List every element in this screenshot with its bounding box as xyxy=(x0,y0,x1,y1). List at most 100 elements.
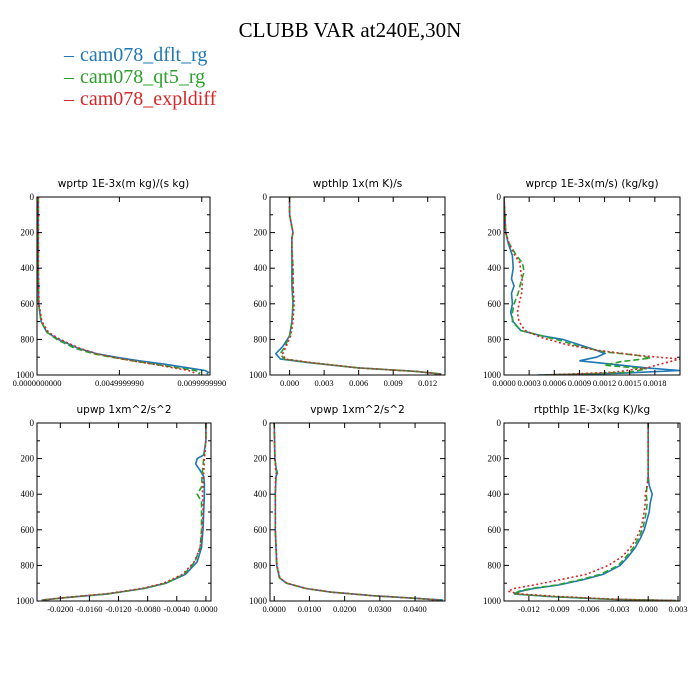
y-tick-label: 600 xyxy=(488,299,502,309)
y-tick-label: 600 xyxy=(254,525,268,535)
x-tick-label: 0.000 xyxy=(639,604,658,614)
legend-dash-icon: – xyxy=(64,88,74,110)
y-tick-label: 1000 xyxy=(16,370,35,380)
legend-label: cam078_expldiff xyxy=(80,88,217,110)
series-line xyxy=(513,423,677,601)
legend-dash-icon: – xyxy=(64,66,74,88)
panel-title: wpthlp 1x(m K)/s xyxy=(313,178,403,190)
x-tick-label: -0.0080 xyxy=(135,604,161,614)
x-tick-label: 0.0012 xyxy=(593,378,616,388)
y-tick-label: 200 xyxy=(488,228,502,238)
x-tick-label: 0.012 xyxy=(418,378,437,388)
y-tick-label: 1000 xyxy=(249,370,268,380)
x-tick-label: -0.006 xyxy=(578,604,600,614)
x-tick-label: 0.0006 xyxy=(543,378,566,388)
y-tick-label: 0 xyxy=(30,418,35,428)
series-line xyxy=(281,197,442,375)
x-tick-label: 0.0300 xyxy=(368,604,391,614)
x-tick-label: 0.0000 xyxy=(263,604,286,614)
plot-frame xyxy=(503,422,681,602)
series-line xyxy=(273,423,444,601)
chart-panel: wprcp 1E-3x(m/s) (kg/kg) 0 200 400 600 800 100… xyxy=(483,178,681,388)
panel-title: wprtp 1E-3x(m kg)/(s kg) xyxy=(58,178,189,190)
y-tick-label: 200 xyxy=(254,228,268,238)
plot-frame xyxy=(269,422,446,602)
x-tick-label: -0.009 xyxy=(548,604,570,614)
series-line xyxy=(273,423,440,601)
series-line xyxy=(42,423,207,601)
chart-panel: wprtp 1E-3x(m kg)/(s kg) 0 200 400 600 800 100… xyxy=(13,178,227,388)
y-tick-label: 0 xyxy=(497,192,502,202)
panel-title: rtpthlp 1E-3x(kg K)/kg xyxy=(534,404,650,416)
plot-frame xyxy=(269,196,446,376)
y-tick-label: 800 xyxy=(21,560,35,570)
series-line xyxy=(37,197,210,375)
y-tick-label: 200 xyxy=(254,454,268,464)
x-tick-label: 0.0003 xyxy=(517,378,540,388)
x-tick-label: -0.003 xyxy=(607,604,629,614)
x-tick-label: -0.0040 xyxy=(164,604,190,614)
y-tick-label: 1000 xyxy=(16,596,35,606)
y-tick-label: 400 xyxy=(21,489,35,499)
x-tick-label: 0.000 xyxy=(280,378,299,388)
chart-panel: wpthlp 1x(m K)/s 0 200 400 600 800 1000 0.000 0.… xyxy=(249,178,446,388)
page-title: CLUBB VAR at240E,30N xyxy=(238,18,462,42)
x-tick-label: -0.0160 xyxy=(76,604,102,614)
x-tick-label: 0.0000 xyxy=(194,604,217,614)
y-tick-label: 200 xyxy=(21,454,35,464)
x-tick-label: 0.0009 xyxy=(568,378,591,388)
y-tick-label: 0 xyxy=(497,418,502,428)
series-line xyxy=(504,197,680,375)
x-tick-label: 0.0049999990 xyxy=(95,378,144,388)
x-tick-label: -0.0120 xyxy=(105,604,131,614)
legend-item: – cam078_expldiff xyxy=(64,88,216,110)
series-line xyxy=(37,197,202,375)
y-tick-label: 400 xyxy=(488,263,502,273)
y-tick-label: 600 xyxy=(488,525,502,535)
y-tick-label: 800 xyxy=(254,560,268,570)
y-tick-label: 0 xyxy=(30,192,35,202)
y-tick-label: 400 xyxy=(21,263,35,273)
legend-item: – cam078_qt5_rg xyxy=(64,66,216,88)
y-tick-label: 600 xyxy=(254,299,268,309)
legend-label: cam078_dflt_rg xyxy=(80,44,208,66)
series-line xyxy=(504,197,680,375)
x-tick-label: 0.0018 xyxy=(643,378,666,388)
series-line xyxy=(505,423,679,601)
x-tick-label: -0.0200 xyxy=(47,604,73,614)
y-tick-label: 200 xyxy=(21,228,35,238)
x-tick-label: 0.0400 xyxy=(403,604,426,614)
y-tick-label: 600 xyxy=(21,525,35,535)
series-line xyxy=(279,197,442,375)
legend-dash-icon: – xyxy=(64,44,74,66)
y-tick-label: 1000 xyxy=(483,596,502,606)
y-tick-label: 200 xyxy=(488,454,502,464)
chart-panel: rtpthlp 1E-3x(kg K)/kg 0 200 400 600 800 1000 -… xyxy=(483,404,688,614)
y-tick-label: 800 xyxy=(488,334,502,344)
x-tick-label: 0.006 xyxy=(349,378,368,388)
panel-title: vpwp 1xm^2/s^2 xyxy=(310,404,405,416)
x-tick-label: 0.0015 xyxy=(618,378,641,388)
x-tick-label: 0.0000000000 xyxy=(13,378,62,388)
legend-label: cam078_qt5_rg xyxy=(80,66,206,88)
series-line xyxy=(42,423,207,601)
legend: – cam078_dflt_rg – cam078_qt5_rg – cam078_e… xyxy=(64,44,216,110)
x-tick-label: 0.003 xyxy=(315,378,334,388)
y-tick-label: 800 xyxy=(254,334,268,344)
x-tick-label: 0.009 xyxy=(384,378,403,388)
y-tick-label: 400 xyxy=(254,489,268,499)
y-tick-label: 1000 xyxy=(249,596,268,606)
series-line xyxy=(273,423,440,601)
panel-title: wprcp 1E-3x(m/s) (kg/kg) xyxy=(525,178,658,190)
y-tick-label: 0 xyxy=(263,192,268,202)
series-line xyxy=(511,423,677,601)
series-line xyxy=(274,197,442,375)
y-tick-label: 600 xyxy=(21,299,35,309)
x-tick-label: -0.012 xyxy=(518,604,540,614)
y-tick-label: 800 xyxy=(488,560,502,570)
panel-title: upwp 1xm^2/s^2 xyxy=(77,404,172,416)
x-tick-label: 0.0100 xyxy=(298,604,321,614)
